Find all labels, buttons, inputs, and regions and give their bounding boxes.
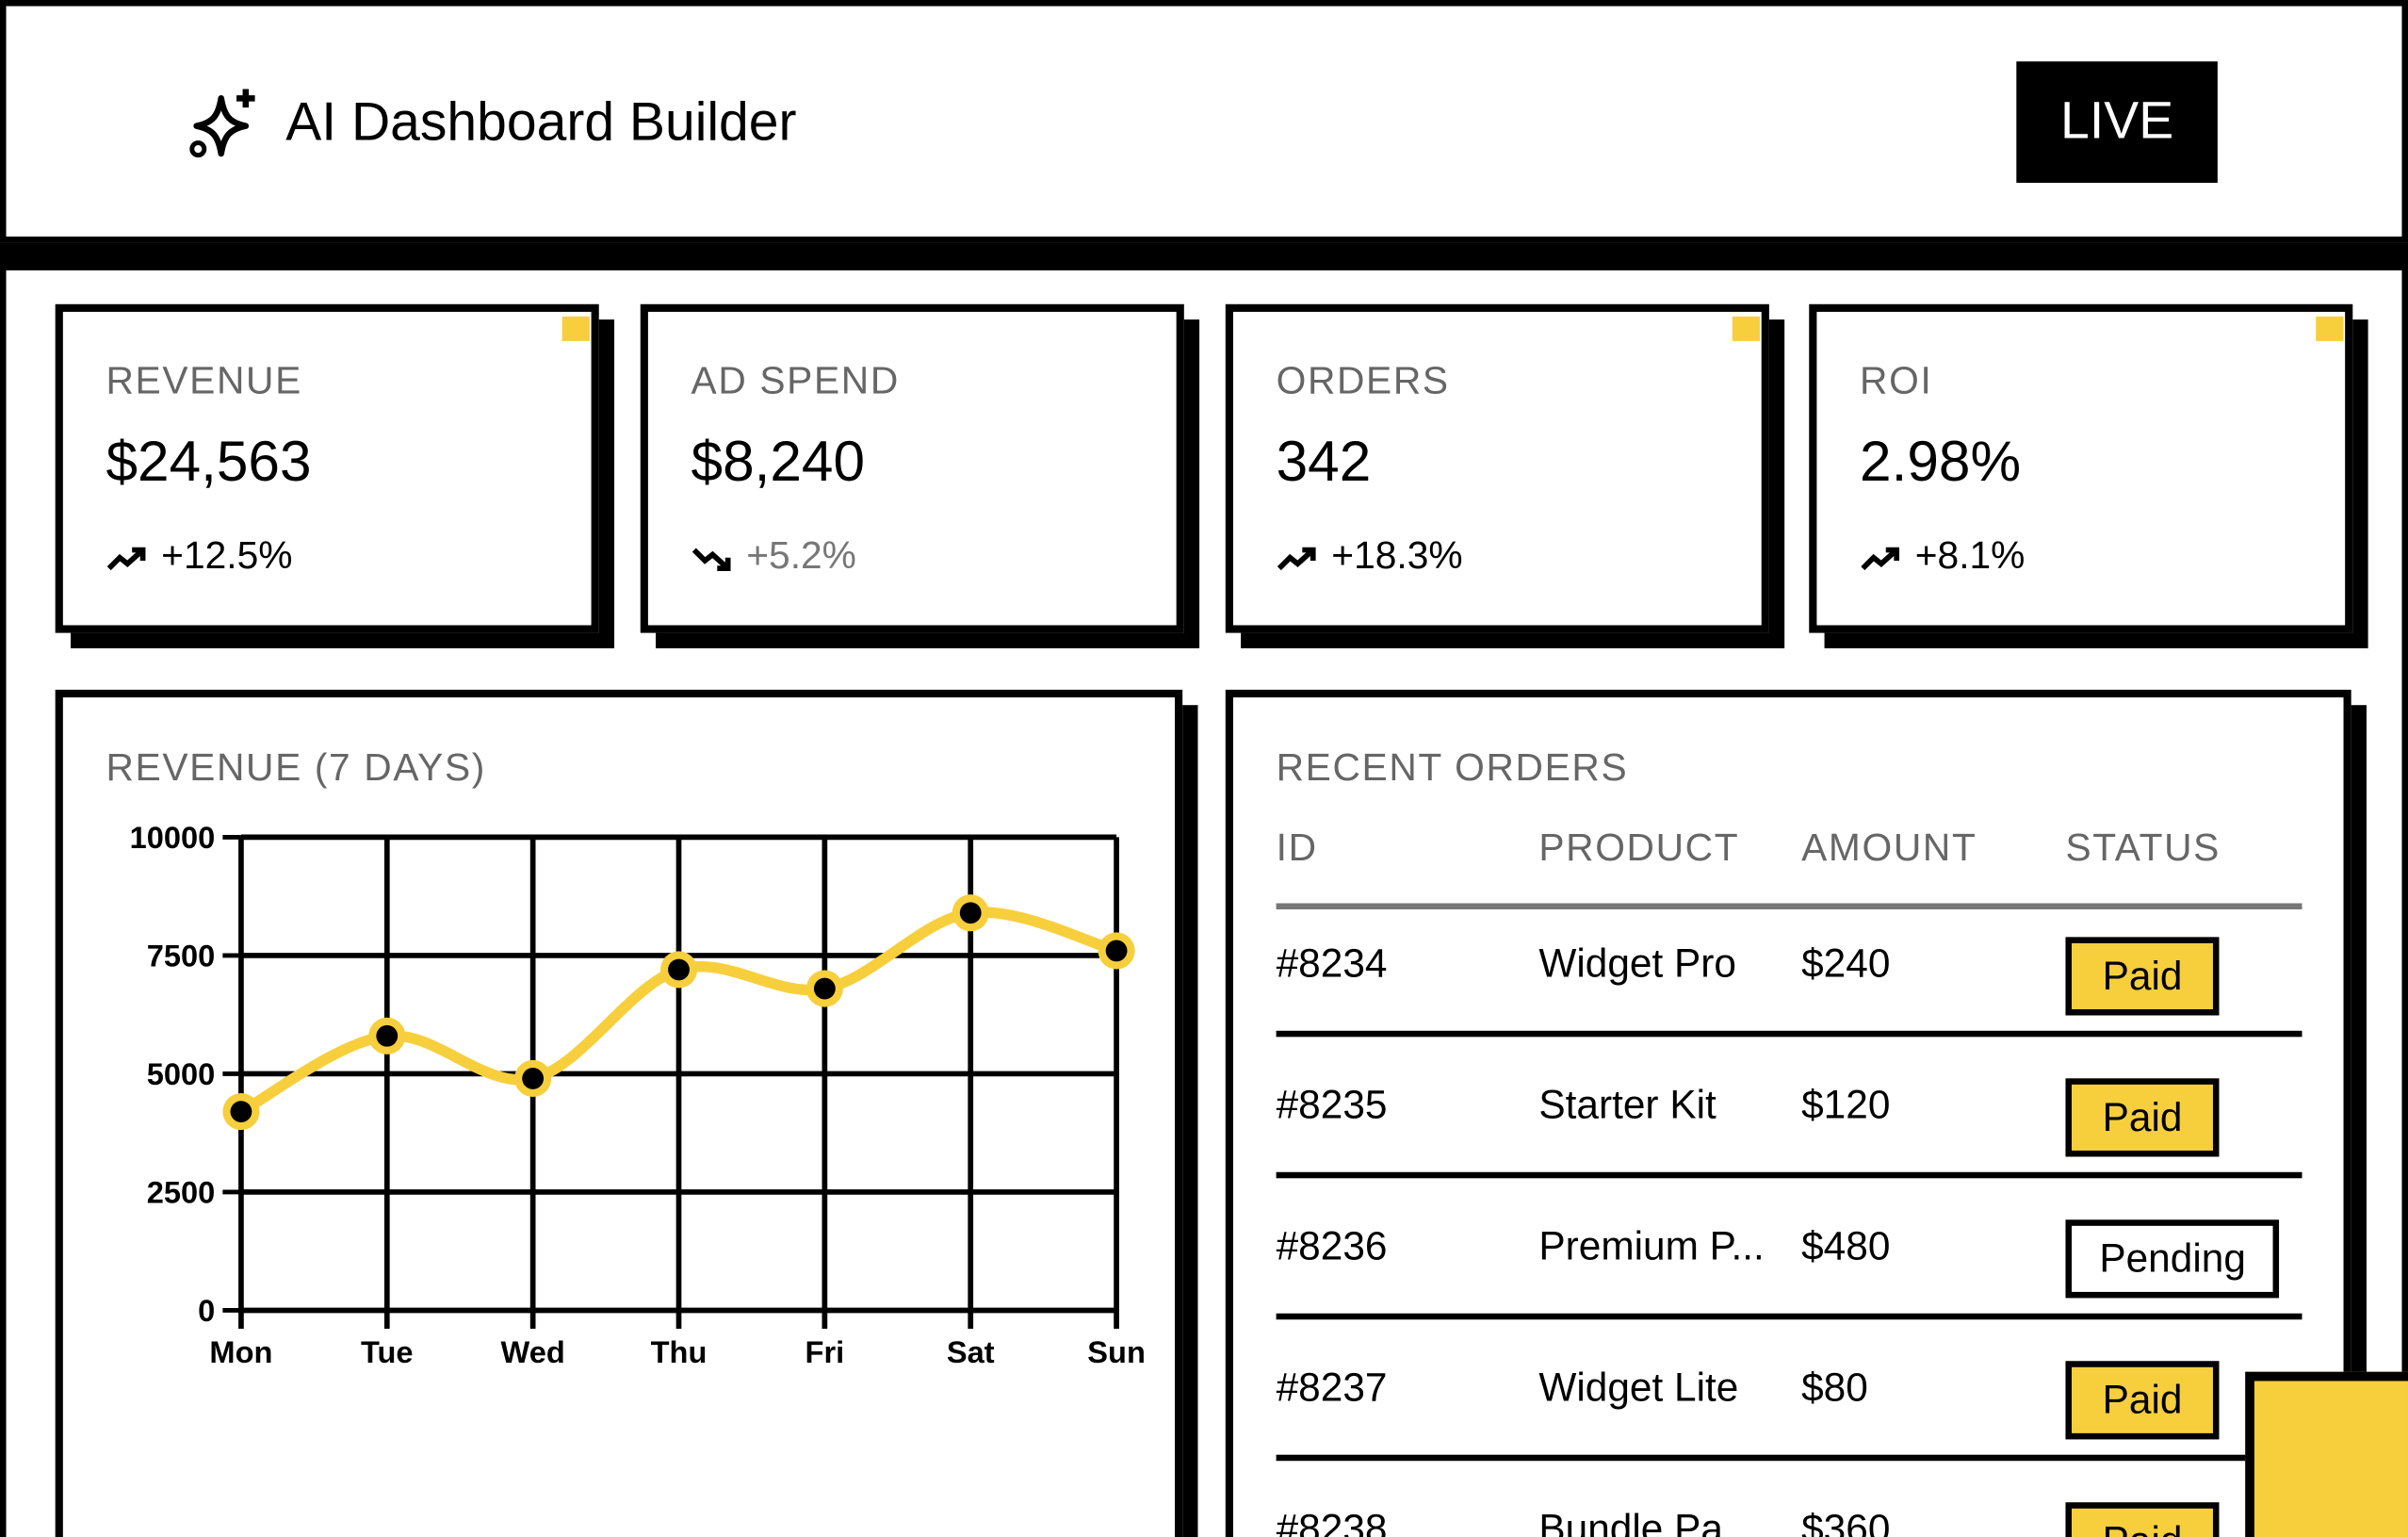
- status-badge: Paid: [2065, 937, 2220, 1016]
- trend-icon: [1277, 547, 1316, 571]
- point-center: [1105, 940, 1128, 962]
- kpi-value: $24,563: [106, 430, 312, 494]
- kpi-accent: [1732, 316, 1761, 341]
- y-tick-label: 0: [198, 1293, 215, 1328]
- cell: Widget Lite: [1538, 1364, 1739, 1411]
- status-badge: Paid: [2065, 1361, 2220, 1440]
- status-badge: Pending: [2065, 1219, 2280, 1299]
- cell: $120: [1801, 1081, 1891, 1128]
- x-tick-label: Wed: [501, 1334, 565, 1369]
- trend-line: [1277, 548, 1315, 571]
- kpi-label: ORDERS: [1276, 359, 1450, 403]
- trend-line: [1861, 548, 1899, 571]
- kpi-card: [55, 303, 599, 633]
- trend-icon: [1861, 547, 1900, 571]
- corner-accent: [2245, 1371, 2408, 1537]
- trend-icon: [106, 547, 146, 571]
- x-tick-label: Sun: [1087, 1334, 1146, 1369]
- cell: $240: [1801, 940, 1891, 987]
- cell: Premium P...: [1538, 1222, 1765, 1269]
- cell: Starter Kit: [1538, 1081, 1717, 1128]
- column-header: PRODUCT: [1538, 826, 1740, 870]
- table-header-rule: [1276, 903, 2302, 910]
- kpi-card: [640, 303, 1184, 633]
- column-header: AMOUNT: [1801, 826, 1977, 870]
- cell: #8237: [1276, 1364, 1388, 1411]
- row-separator: [1276, 1313, 2302, 1320]
- trend-line: [691, 548, 730, 571]
- kpi-value: $8,240: [691, 430, 866, 494]
- cell: #8238: [1276, 1505, 1388, 1537]
- x-tick-label: Thu: [651, 1334, 708, 1369]
- cell: $360: [1801, 1505, 1891, 1537]
- header: [0, 0, 2408, 243]
- row-separator: [1276, 1030, 2302, 1038]
- kpi-accent: [561, 316, 590, 341]
- kpi-label: ROI: [1860, 359, 1933, 403]
- kpi-label: REVENUE: [106, 359, 302, 403]
- kpi-value: 342: [1276, 430, 1372, 494]
- cell: $480: [1801, 1222, 1891, 1269]
- x-tick-label: Fri: [805, 1334, 845, 1369]
- cell: #8236: [1276, 1222, 1388, 1269]
- point-center: [230, 1101, 252, 1123]
- kpi-change: +5.2%: [746, 534, 856, 578]
- live-badge: LIVE: [2016, 61, 2218, 183]
- kpi-label: AD SPEND: [691, 359, 900, 403]
- cell: #8235: [1276, 1081, 1388, 1128]
- column-header: ID: [1276, 826, 1318, 870]
- row-separator: [1276, 1171, 2302, 1179]
- status-badge: Paid: [2065, 1502, 2220, 1537]
- point-center: [522, 1068, 545, 1089]
- point-center: [813, 977, 836, 1000]
- kpi-change: +18.3%: [1331, 534, 1463, 578]
- y-tick-label: 2500: [147, 1174, 216, 1209]
- row-separator: [1276, 1454, 2302, 1462]
- x-tick-label: Sat: [947, 1334, 995, 1369]
- column-header: STATUS: [2065, 826, 2221, 870]
- kpi-card: [1225, 303, 1769, 633]
- status-badge: Paid: [2065, 1078, 2220, 1157]
- cell: $80: [1801, 1364, 1868, 1411]
- cell: #8234: [1276, 940, 1388, 987]
- point-center: [959, 902, 982, 924]
- orders-title: RECENT ORDERS: [1276, 746, 1629, 790]
- cell: Widget Pro: [1538, 940, 1737, 987]
- kpi-accent: [2316, 316, 2344, 341]
- trend-head: [1885, 547, 1900, 561]
- cell: Bundle Pa...: [1538, 1505, 1757, 1537]
- app-title: AI Dashboard Builder: [285, 91, 797, 153]
- trend-head: [1302, 547, 1316, 561]
- kpi-card: [1809, 303, 2353, 633]
- trend-line: [106, 548, 145, 571]
- y-tick-label: 7500: [147, 938, 216, 973]
- logo-icon: [189, 89, 255, 158]
- point-center: [668, 958, 690, 981]
- y-tick-label: 10000: [130, 820, 216, 855]
- x-tick-label: Tue: [361, 1334, 414, 1369]
- x-tick-label: Mon: [209, 1334, 272, 1369]
- y-tick-label: 5000: [147, 1056, 216, 1091]
- chart-title: REVENUE (7 DAYS): [106, 746, 486, 790]
- trend-icon: [691, 548, 731, 571]
- kpi-value: 2.98%: [1860, 430, 2022, 494]
- trend-head: [132, 547, 146, 561]
- chart-panel: [55, 689, 1183, 1537]
- kpi-change: +12.5%: [161, 534, 293, 578]
- point-center: [376, 1024, 399, 1047]
- kpi-change: +8.1%: [1914, 534, 2026, 578]
- trend-head: [717, 557, 731, 571]
